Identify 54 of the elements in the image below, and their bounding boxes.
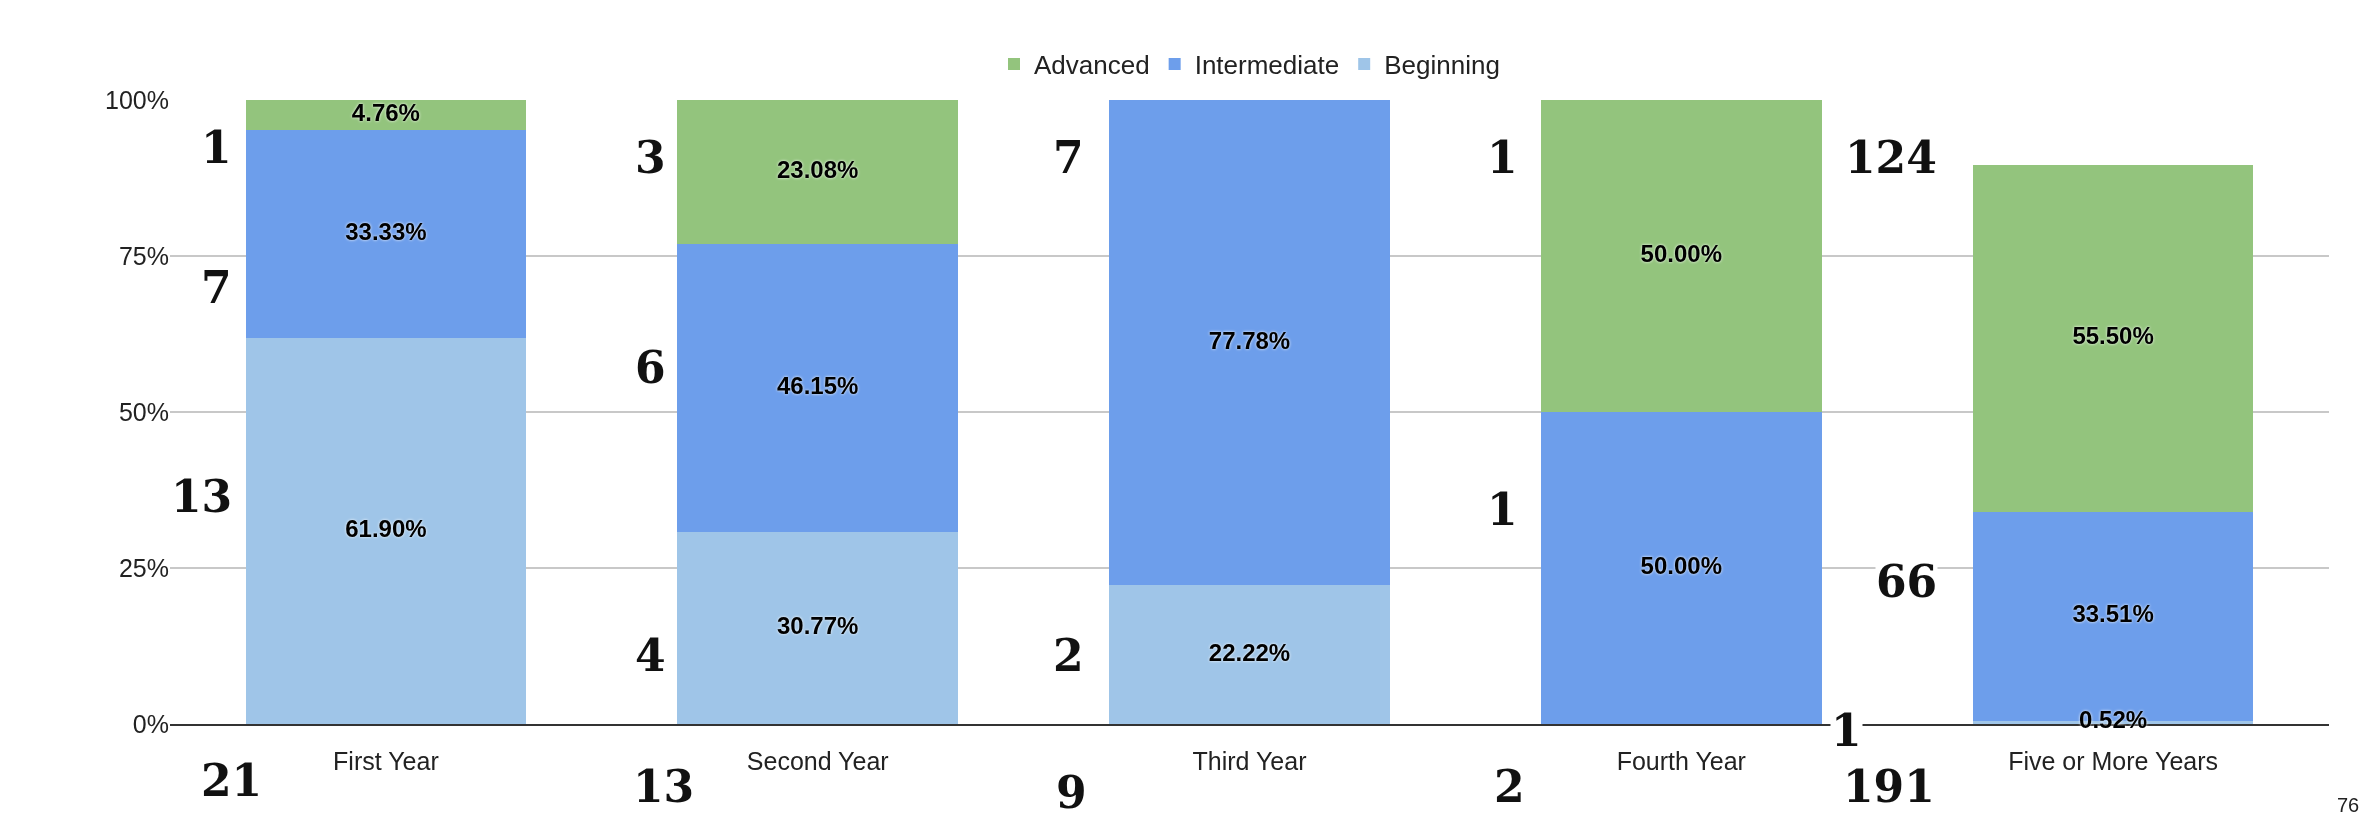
data-label: 22.22% (1208, 638, 1291, 666)
bar (1109, 585, 1390, 724)
annotation: 3 (635, 132, 666, 183)
data-label: 46.15% (777, 372, 859, 400)
x-tick-label: Fourth Year (1616, 747, 1746, 775)
annotation: 4 (635, 630, 666, 681)
annotation: 66 (1876, 556, 1938, 607)
legend-label: Advanced (1034, 50, 1150, 81)
legend-label: Beginning (1384, 50, 1500, 81)
x-tick-label: Second Year (746, 747, 889, 775)
annotation: 7 (201, 262, 232, 313)
bar (245, 337, 527, 724)
data-label: 50.00% (1640, 240, 1722, 267)
bar (245, 129, 527, 338)
data-label: 33.33% (345, 217, 427, 245)
y-tick-label: 75% (118, 241, 169, 270)
text: 13 (633, 761, 695, 812)
annotation: 124 (1845, 132, 1937, 183)
data-label: 33.51% (2072, 600, 2154, 628)
text: 2 (1494, 761, 1525, 812)
x-tick-label: First Year (333, 747, 439, 775)
text: 76 (2337, 794, 2360, 816)
annotation: 1 (1831, 705, 1862, 756)
data-label: 30.77% (777, 612, 859, 639)
x-tick-label: Five or More Years (2008, 747, 2219, 775)
y-tick-label: 50% (118, 397, 169, 426)
annotation: 1 (1487, 132, 1518, 183)
bar (1972, 165, 2254, 512)
annotation: 6 (635, 342, 666, 393)
bar (1540, 100, 1822, 412)
data-label: 55.50% (2072, 322, 2154, 350)
bar (677, 532, 959, 724)
data-label: 23.08% (777, 156, 859, 184)
y-tick-label: 100% (105, 85, 169, 114)
annotation: 1 (1487, 484, 1518, 535)
y-tick-label: 25% (118, 553, 169, 582)
bar (677, 100, 959, 245)
data-label: 4.76% (351, 98, 420, 126)
bar (677, 244, 959, 532)
data-label: 61.90% (345, 514, 427, 542)
y-tick-label: 0% (132, 709, 169, 738)
annotation: 13 (171, 471, 233, 522)
annotation: 7 (1053, 132, 1084, 183)
x-tick-label: Third Year (1192, 747, 1307, 775)
text: 21 (201, 755, 263, 806)
data-label: 77.78% (1208, 326, 1291, 354)
annotation: 1 (201, 122, 232, 173)
annotation: 2 (1053, 630, 1084, 681)
legend-label: Intermediate (1194, 50, 1340, 81)
data-label: 50.00% (1640, 552, 1722, 579)
bar (1109, 100, 1390, 586)
text: 9 (1056, 767, 1087, 818)
bar (1540, 412, 1822, 724)
text: 191 (1843, 761, 1935, 812)
